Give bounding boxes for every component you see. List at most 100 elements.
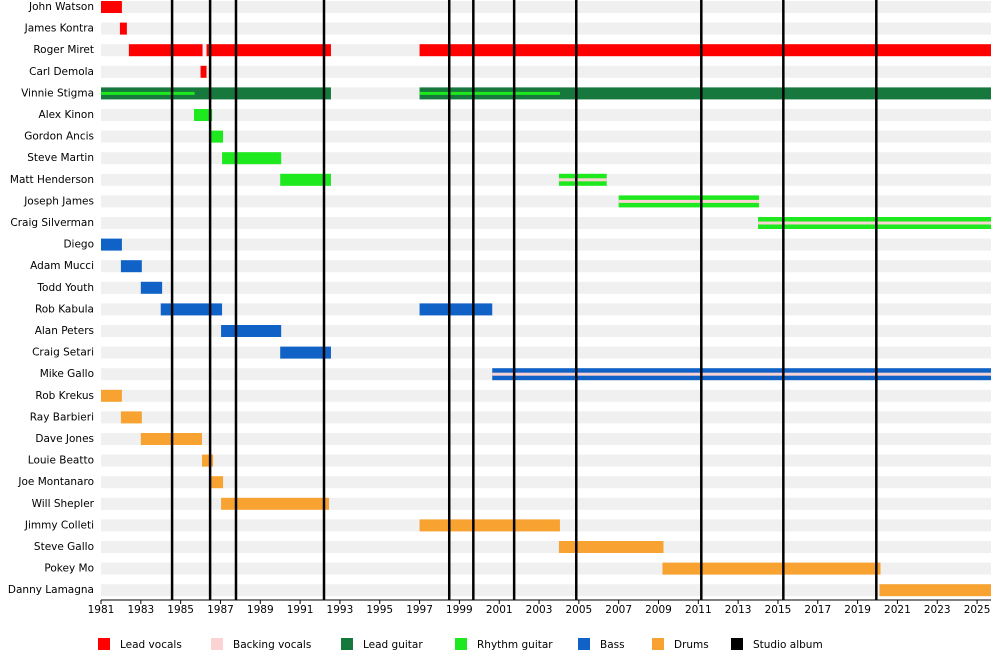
legend-label: Rhythm guitar: [477, 639, 553, 651]
role-bar: [160, 303, 223, 316]
role-bar: [419, 44, 991, 57]
member-label: Alan Peters: [35, 325, 94, 337]
legend-label: Lead vocals: [120, 639, 182, 651]
member-label: Dave Jones: [35, 433, 94, 445]
role-bar: [120, 411, 142, 424]
member-label: James Kontra: [24, 23, 94, 35]
x-tick-label: 2003: [526, 604, 553, 616]
x-tick-label: 1981: [88, 604, 115, 616]
member-label: Craig Silverman: [10, 217, 94, 229]
role-bar: [879, 584, 991, 597]
x-tick-label: 2021: [884, 604, 911, 616]
member-label: Alex Kinon: [39, 109, 94, 121]
row-band: [101, 22, 991, 35]
member-label: Todd Youth: [36, 282, 94, 294]
role-bar: [419, 519, 560, 532]
x-tick-label: 2001: [486, 604, 513, 616]
row-band: [101, 173, 991, 186]
role-bar: [128, 44, 203, 57]
role-bar: [222, 152, 282, 165]
role-bar: [206, 44, 331, 57]
row-band: [101, 109, 991, 121]
row-band: [101, 130, 991, 143]
row-band: [101, 238, 991, 251]
role-bar: [200, 65, 207, 78]
role-bar: [280, 173, 331, 186]
row-band: [101, 433, 991, 445]
role-bar: [193, 109, 213, 121]
x-tick-label: 2005: [565, 604, 592, 616]
role-bar: [101, 1, 122, 13]
role-bar: [558, 541, 664, 553]
x-tick-label: 1985: [167, 604, 194, 616]
row-band: [101, 476, 991, 489]
member-label: Pokey Mo: [44, 563, 94, 575]
x-tick-label: 2013: [725, 604, 752, 616]
legend-swatch: [455, 638, 467, 650]
role-bar: [221, 325, 282, 337]
role-bar: [280, 346, 331, 359]
legend-swatch: [652, 638, 664, 650]
role-bar: [419, 303, 493, 316]
member-label: Mike Gallo: [40, 368, 94, 380]
legend-label: Bass: [600, 639, 625, 651]
legend-swatch: [211, 638, 223, 650]
row-band: [101, 281, 991, 294]
x-tick-label: 1993: [327, 604, 354, 616]
legend-swatch: [341, 638, 353, 650]
member-label: Danny Lamagna: [8, 584, 94, 596]
member-label: Carl Demola: [29, 66, 94, 78]
legend-swatch: [98, 638, 110, 650]
x-tick-label: 2023: [924, 604, 951, 616]
role-bar: [419, 87, 991, 100]
row-band: [101, 195, 991, 208]
role-bar: [101, 238, 122, 251]
role-bar: [101, 87, 331, 100]
role-stripe: [758, 221, 991, 225]
role-stripe: [419, 91, 560, 95]
x-tick-label: 2017: [804, 604, 831, 616]
row-band: [101, 260, 991, 273]
member-label: Diego: [63, 239, 94, 251]
member-label: Will Shepler: [32, 498, 95, 510]
role-bar: [662, 562, 881, 575]
x-tick-label: 1987: [207, 604, 234, 616]
role-stripe: [558, 178, 607, 182]
member-label: Steve Martin: [27, 152, 94, 164]
role-stripe: [618, 199, 760, 203]
x-tick-label: 1997: [406, 604, 433, 616]
legend-label: Drums: [674, 639, 709, 651]
row-band: [101, 65, 991, 78]
legend-swatch: [731, 638, 743, 650]
legend-swatch: [578, 638, 590, 650]
row-band: [101, 303, 991, 316]
role-stripe: [492, 372, 991, 376]
role-bar: [140, 281, 163, 294]
member-label: Steve Gallo: [34, 541, 94, 553]
x-tick-label: 2019: [844, 604, 871, 616]
member-label: Vinnie Stigma: [21, 87, 94, 99]
member-label: Gordon Ancis: [24, 131, 94, 143]
row-band: [101, 411, 991, 424]
x-tick-label: 1983: [127, 604, 154, 616]
member-label: Ray Barbieri: [30, 411, 94, 423]
member-label: Louie Beatto: [28, 455, 94, 467]
x-tick-label: 1995: [366, 604, 393, 616]
legend-label: Lead guitar: [363, 639, 423, 651]
row-band: [101, 584, 991, 597]
role-bar: [201, 454, 214, 467]
legend-label: Studio album: [753, 639, 823, 651]
role-bar: [101, 389, 122, 402]
member-label: Joseph James: [23, 195, 94, 207]
row-band: [101, 1, 991, 13]
member-label: Joe Montanaro: [17, 476, 94, 488]
member-label: Matt Henderson: [10, 174, 94, 186]
x-tick-label: 1999: [446, 604, 473, 616]
role-bar: [221, 497, 329, 510]
member-label: Craig Setari: [32, 347, 94, 359]
x-tick-label: 2015: [765, 604, 792, 616]
member-label: Roger Miret: [33, 44, 94, 56]
member-label: John Watson: [28, 1, 94, 13]
legend-label: Backing vocals: [233, 639, 311, 651]
